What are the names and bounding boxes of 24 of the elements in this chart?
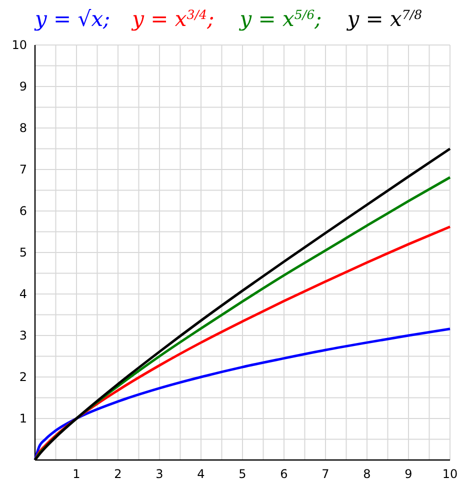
x-tick-label: 4 (197, 467, 205, 481)
y-tick-label: 6 (19, 204, 27, 218)
y-tick-label: 9 (19, 80, 27, 94)
x-tick-label: 2 (114, 467, 122, 481)
y-tick-label: 10 (12, 38, 27, 52)
y-tick-label: 7 (19, 162, 27, 176)
text: y = x$^{3/4}$; (131, 6, 214, 31)
y-tick-label: 3 (19, 328, 27, 342)
text: y = √x; (34, 7, 110, 31)
x-tick-label: 1 (72, 467, 80, 481)
y-tick-label: 4 (19, 287, 27, 301)
y-tick-label: 5 (19, 246, 27, 260)
x-tick-label: 9 (404, 467, 412, 481)
y-tick-label: 8 (19, 121, 27, 135)
x-tick-label: 5 (238, 467, 246, 481)
x-tick-label: 7 (322, 467, 330, 481)
y-tick-label: 2 (19, 370, 27, 384)
x-tick-label: 3 (156, 467, 164, 481)
y-tick-label: 1 (19, 412, 27, 426)
x-tick-label: 6 (280, 467, 288, 481)
text: y = x$^{7/8}$ (346, 6, 422, 31)
x-tick-label: 8 (363, 467, 371, 481)
x-tick-label: 10 (442, 467, 458, 481)
text: y = x$^{5/6}$; (238, 6, 322, 31)
